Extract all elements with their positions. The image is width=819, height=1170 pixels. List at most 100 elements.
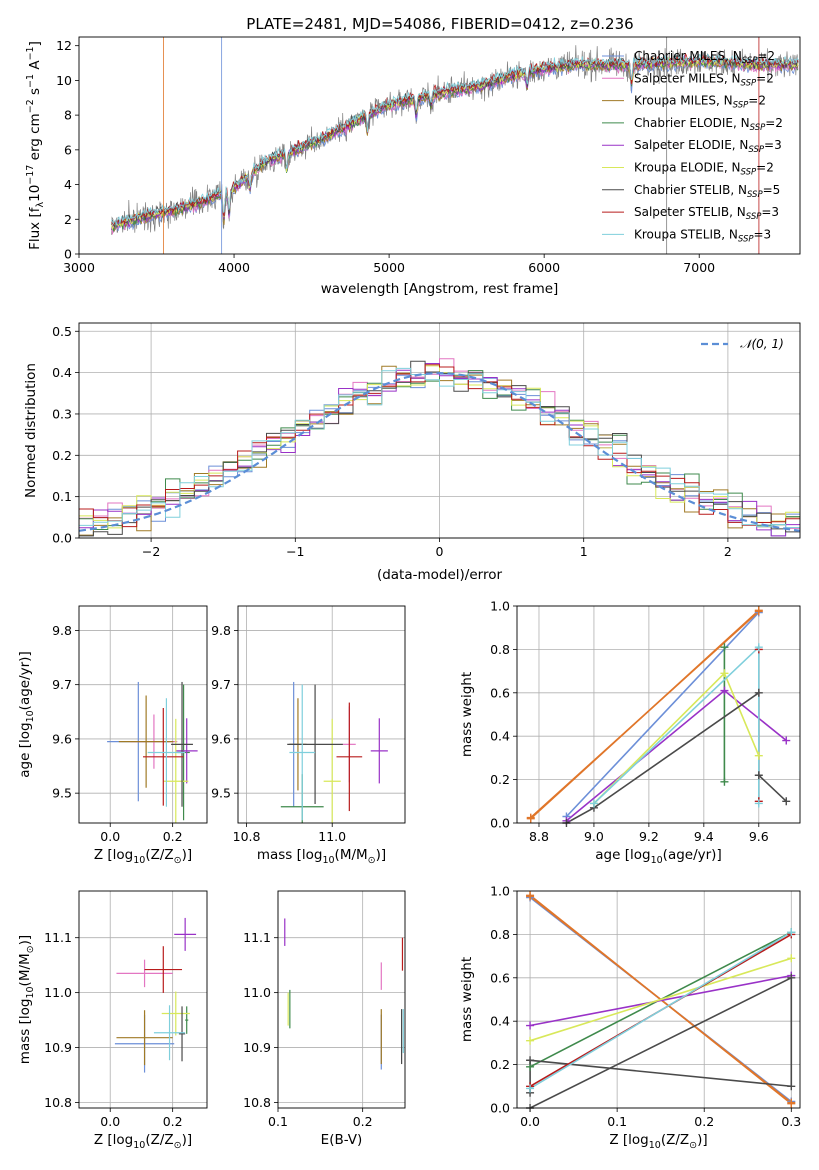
legend-entry-kroupa-miles: Kroupa MILES, NSSP=2	[634, 94, 766, 111]
y-tick-label: 0.3	[52, 406, 72, 421]
x-axis-label-part: 10	[133, 1140, 145, 1151]
y-tick-label: 11.1	[243, 930, 271, 945]
axes-frame	[78, 605, 208, 824]
x-tick-label: 0	[436, 544, 444, 559]
legend-subscript: SSP	[741, 78, 757, 88]
legend-subscript: SSP	[748, 145, 764, 155]
panel-mass_vs_ebv: 0.1 0.2 10.8 10.9 11.0 11.1 E(B-V)	[243, 890, 406, 1148]
x-axis-label-part: (M/M	[335, 847, 368, 863]
axes-frame	[78, 890, 208, 1109]
y-axis-label: Normed distribution	[23, 363, 39, 498]
x-tick-label: 5000	[373, 260, 405, 275]
legend-label: Salpeter STELIB, N	[634, 205, 746, 219]
x-tick-label: 0.1	[607, 1114, 627, 1129]
y-axis-label-part: Flux [f	[27, 206, 43, 250]
y-tick-label: 0.5	[52, 324, 72, 339]
weight-marker-chabrier-stelib	[782, 797, 791, 806]
y-tick-label: 10.8	[44, 1095, 72, 1110]
panel-spectrum: 3000 4000 5000 6000 7000 0 2 4 6 8 10 12 PLATE=2481,…	[25, 15, 801, 297]
legend-entry-salpeter-stelib: Salpeter STELIB, NSSP=3	[634, 205, 779, 222]
weight-marker-kroupa-stelib	[754, 799, 763, 808]
plot-area-residuals	[79, 358, 800, 538]
weight-marker-kroupa-stelib	[526, 1084, 535, 1093]
axes-frame	[277, 890, 406, 1109]
y-axis-label-part: (age/yr)]	[17, 651, 33, 710]
x-axis-label: Z [log10​(Z/Z⊙​)]	[94, 847, 192, 866]
weight-marker-salpeter-elodie	[782, 736, 791, 745]
x-axis-label-part: (age/yr)]	[663, 847, 722, 863]
x-axis-label-part: Z [log	[94, 1132, 133, 1148]
residual-histogram-salpeter-stelib	[79, 364, 800, 538]
observed-spectrum-line	[111, 45, 799, 235]
panel-residuals: −2 −1 0 1 2 0.0 0.1 0.2 0.3 0.4 0.5 (data-model)/er…	[23, 322, 801, 583]
legend-nssp: =2	[756, 161, 774, 175]
weight-marker-chabrier-stelib	[754, 688, 763, 697]
legend-subscript: SSP	[750, 123, 766, 133]
weight-marker-kroupa-elodie	[720, 669, 729, 678]
y-tick-label: 1.0	[490, 599, 510, 614]
y-tick-label: 9.8	[52, 623, 72, 638]
y-axis-label: age [log10​(age/yr)]	[17, 651, 36, 777]
axes-frame	[237, 605, 406, 824]
weight-marker-kroupa-miles	[754, 607, 763, 616]
x-tick-label: 4000	[218, 260, 250, 275]
x-axis-label-part: )]	[182, 1132, 193, 1148]
legend-label: Kroupa MILES, N	[634, 94, 733, 108]
y-tick-label: 11.0	[243, 985, 271, 1000]
legend-entry-salpeter-miles: Salpeter MILES, NSSP=2	[634, 71, 774, 88]
weight-marker-kroupa-miles	[787, 1098, 796, 1107]
plot-area-mass_vs_Z	[114, 917, 197, 1073]
normal-distribution-curve	[79, 371, 800, 532]
legend-entry-chabrier-stelib: Chabrier STELIB, NSSP=5	[634, 183, 780, 200]
weight-line-kroupa-elodie	[529, 957, 792, 1042]
model-spectrum-kroupa-stelib	[111, 53, 799, 226]
x-tick-label: 0.3	[781, 1114, 801, 1129]
y-tick-label: 0.0	[490, 1101, 510, 1116]
y-tick-label: 10.9	[44, 1040, 72, 1055]
y-tick-label: 10.9	[243, 1040, 271, 1055]
x-axis-label-part: ⊙	[368, 855, 376, 866]
axes-frame	[78, 322, 801, 539]
legend-label: Chabrier STELIB, N	[634, 183, 747, 197]
y-tick-label: 9.5	[52, 786, 72, 801]
panel-age_vs_Z: 0.0 0.2 9.5 9.6 9.7 9.8 Z [log10​(Z/Z⊙​)] age […	[17, 605, 208, 866]
axes-frame	[78, 36, 801, 255]
y-tick-label: 1.0	[490, 884, 510, 899]
weight-marker-kroupa-elodie	[754, 751, 763, 760]
y-axis-label-part: 10	[25, 986, 36, 998]
weight-marker-kroupa-stelib	[589, 799, 598, 808]
x-tick-label: 11.0	[318, 829, 346, 844]
x-axis-label: age [log10​(age/yr)]	[595, 847, 721, 866]
y-axis-label: mass weight	[459, 957, 475, 1042]
weight-line-kroupa-miles	[530, 610, 760, 819]
y-tick-label: 10	[56, 73, 72, 88]
legend-nssp: =2	[765, 116, 783, 130]
x-tick-label: 0.0	[520, 1114, 540, 1129]
x-axis-label-part: (Z/Z	[145, 847, 173, 863]
x-tick-label: 9.6	[749, 829, 769, 844]
x-axis-label-part: (Z/Z	[661, 1132, 689, 1148]
x-tick-label: 9.4	[694, 829, 714, 844]
x-axis-label-part: )]	[697, 1132, 708, 1148]
x-axis-label: wavelength [Angstrom, rest frame]	[321, 281, 559, 297]
y-tick-label: 0.6	[490, 970, 510, 985]
y-axis-label-part: mass [log	[17, 999, 33, 1065]
panel-mass_vs_Z: 0.0 0.2 10.8 10.9 11.0 11.1 Z [log10​(Z/Z⊙​)] m…	[17, 890, 208, 1151]
y-tick-label: 4	[64, 177, 72, 192]
y-tick-label: 9.7	[211, 677, 231, 692]
panel-weight_vs_Z: 0.0 0.1 0.2 0.3 0.0 0.2 0.4 0.6 0.8 1.0 Z [log10​(…	[459, 884, 801, 1152]
x-tick-label: 9.0	[584, 829, 604, 844]
y-tick-label: 0.8	[490, 642, 510, 657]
x-tick-label: 0.2	[694, 1114, 714, 1129]
y-axis-label-part: erg cm	[27, 113, 43, 164]
legend-nssp: =3	[761, 205, 779, 219]
legend-label: Chabrier ELODIE, N	[634, 116, 750, 130]
weight-line-kroupa-stelib	[529, 931, 792, 1090]
x-axis-label-part: 10	[133, 855, 145, 866]
y-tick-label: 0.1	[52, 489, 72, 504]
x-axis-label-part: Z [log	[94, 847, 133, 863]
residual-histogram-kroupa-stelib	[79, 367, 800, 538]
y-axis-label-part: ⊙	[25, 945, 36, 953]
legend-entry-chabrier-elodie: Chabrier ELODIE, NSSP=2	[634, 116, 783, 133]
weight-line-salpeter-elodie	[529, 974, 792, 1027]
